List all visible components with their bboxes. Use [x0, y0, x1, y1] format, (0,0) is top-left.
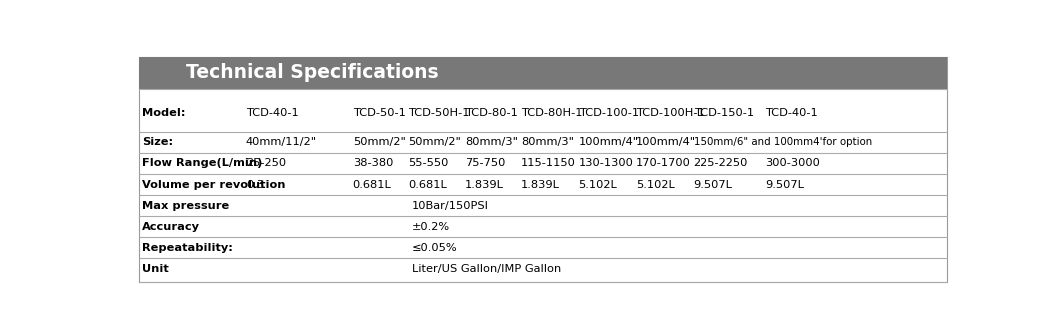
Text: TCD-40-1: TCD-40-1 — [765, 108, 818, 118]
Text: 50mm/2": 50mm/2" — [353, 137, 406, 148]
Text: 130-1300: 130-1300 — [579, 159, 634, 168]
Text: ≤0.05%: ≤0.05% — [411, 243, 458, 253]
Text: 80mm/3": 80mm/3" — [522, 137, 575, 148]
Text: TCD-50H-1: TCD-50H-1 — [408, 108, 470, 118]
Text: 25-250: 25-250 — [246, 159, 286, 168]
Text: Max pressure: Max pressure — [142, 201, 230, 211]
Text: 0.681L: 0.681L — [408, 179, 447, 189]
Text: 115-1150: 115-1150 — [522, 159, 576, 168]
Text: 1.839L: 1.839L — [522, 179, 560, 189]
Text: TCD-50-1: TCD-50-1 — [353, 108, 406, 118]
Text: 1.839L: 1.839L — [465, 179, 505, 189]
Text: TCD-80H-1: TCD-80H-1 — [522, 108, 583, 118]
Text: 300-3000: 300-3000 — [765, 159, 820, 168]
Text: 38-380: 38-380 — [353, 159, 393, 168]
Text: 40mm/11/2": 40mm/11/2" — [246, 137, 317, 148]
Text: 225-2250: 225-2250 — [693, 159, 748, 168]
Text: 55-550: 55-550 — [408, 159, 448, 168]
Bar — [139, 57, 948, 89]
Text: Accuracy: Accuracy — [142, 222, 200, 232]
Text: 170-1700: 170-1700 — [636, 159, 691, 168]
Text: ±0.2%: ±0.2% — [411, 222, 449, 232]
Text: Liter/US Gallon/IMP Gallon: Liter/US Gallon/IMP Gallon — [411, 264, 561, 274]
Text: 80mm/3": 80mm/3" — [465, 137, 518, 148]
Text: 9.507L: 9.507L — [693, 179, 732, 189]
Text: 0.3: 0.3 — [246, 179, 264, 189]
Text: 150mm/6" and 100mm4'for option: 150mm/6" and 100mm4'for option — [693, 137, 871, 148]
Text: 5.102L: 5.102L — [579, 179, 617, 189]
Text: Technical Specifications: Technical Specifications — [186, 63, 439, 82]
Text: 5.102L: 5.102L — [636, 179, 675, 189]
Text: 75-750: 75-750 — [465, 159, 506, 168]
Text: Size:: Size: — [142, 137, 174, 148]
Text: 10Bar/150PSI: 10Bar/150PSI — [411, 201, 489, 211]
Text: TCD-40-1: TCD-40-1 — [246, 108, 299, 118]
Text: Repeatability:: Repeatability: — [142, 243, 233, 253]
Text: TCD-80-1: TCD-80-1 — [465, 108, 518, 118]
Text: TCD-100H-1: TCD-100H-1 — [636, 108, 705, 118]
Text: 0.681L: 0.681L — [353, 179, 391, 189]
Text: 100mm/4": 100mm/4" — [636, 137, 696, 148]
Text: Model:: Model: — [142, 108, 186, 118]
Text: TCD-100-1: TCD-100-1 — [579, 108, 639, 118]
Text: 50mm/2": 50mm/2" — [408, 137, 461, 148]
Text: Unit: Unit — [142, 264, 170, 274]
Text: Volume per revolution: Volume per revolution — [142, 179, 286, 189]
Text: 100mm/4": 100mm/4" — [579, 137, 639, 148]
Text: 9.507L: 9.507L — [765, 179, 803, 189]
Text: TCD-150-1: TCD-150-1 — [693, 108, 754, 118]
Text: Flow Range(L/min): Flow Range(L/min) — [142, 159, 263, 168]
